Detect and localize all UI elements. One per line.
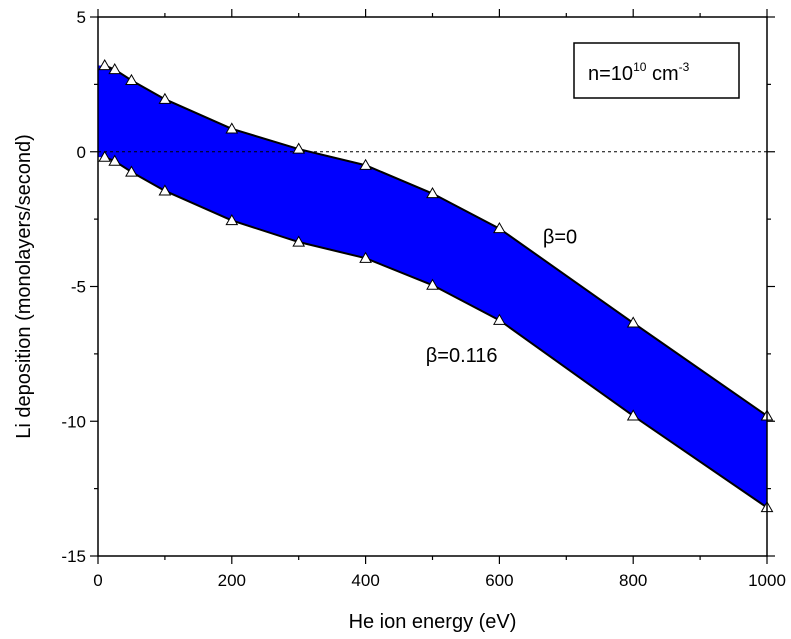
y-tick-label: -15 xyxy=(61,547,86,566)
annotation-beta-0: β=0 xyxy=(543,226,577,248)
marker-beta-0116-4 xyxy=(225,213,239,226)
annotation-beta-0116: β=0.116 xyxy=(426,345,498,367)
density-legend: n=1010 cm-3 xyxy=(573,42,740,99)
band-fill xyxy=(98,65,767,508)
marker-beta-0-4 xyxy=(225,122,239,134)
legend-exponent-1: 10 xyxy=(633,60,647,74)
x-tick-label: 0 xyxy=(93,571,102,590)
legend-base: n=10 xyxy=(588,63,633,85)
x-axis-title: He ion energy (eV) xyxy=(349,611,517,633)
x-tick-label: 1000 xyxy=(748,571,786,590)
marker-beta-0116-5 xyxy=(292,235,306,247)
marker-beta-0116-9 xyxy=(626,409,640,421)
x-tick-label: 200 xyxy=(218,571,246,590)
y-tick-label: -5 xyxy=(71,278,86,297)
legend-unit: cm xyxy=(646,63,678,85)
marker-beta-0116-0 xyxy=(98,150,112,162)
marker-beta-0116-2 xyxy=(125,165,138,177)
marker-beta-0-7 xyxy=(426,187,439,199)
legend-frame xyxy=(573,42,740,99)
marker-beta-0-9 xyxy=(626,316,640,328)
marker-beta-0-8 xyxy=(493,222,506,234)
x-tick-label: 600 xyxy=(485,571,513,590)
legend-exponent-2: -3 xyxy=(679,60,690,74)
y-axis-title: Li deposition (monolayers/second) xyxy=(13,134,35,439)
marker-beta-0-1 xyxy=(108,63,122,75)
marker-beta-0116-1 xyxy=(108,154,122,166)
marker-beta-0116-7 xyxy=(426,278,439,290)
axis-ticks xyxy=(90,9,775,564)
x-tick-label: 800 xyxy=(619,571,647,590)
data-markers xyxy=(98,59,774,513)
x-tick-label: 400 xyxy=(351,571,379,590)
deposition-band xyxy=(98,65,767,508)
marker-beta-0116-3 xyxy=(158,184,172,196)
y-tick-label: 0 xyxy=(77,143,86,162)
marker-beta-0-2 xyxy=(125,73,138,85)
marker-beta-0-3 xyxy=(158,92,172,104)
legend-text: n=1010 cm-3 xyxy=(588,60,690,85)
marker-beta-0116-6 xyxy=(359,251,372,263)
marker-beta-0116-8 xyxy=(493,313,506,325)
marker-beta-0-5 xyxy=(292,142,306,154)
marker-beta-0-0 xyxy=(98,59,112,71)
y-tick-label: 5 xyxy=(77,8,86,27)
axis-tick-labels: 0 200 400 600 800 1000 5 0 -5 -10 -15 xyxy=(61,8,785,590)
y-tick-label: -10 xyxy=(61,412,86,431)
marker-beta-0-6 xyxy=(359,158,372,170)
